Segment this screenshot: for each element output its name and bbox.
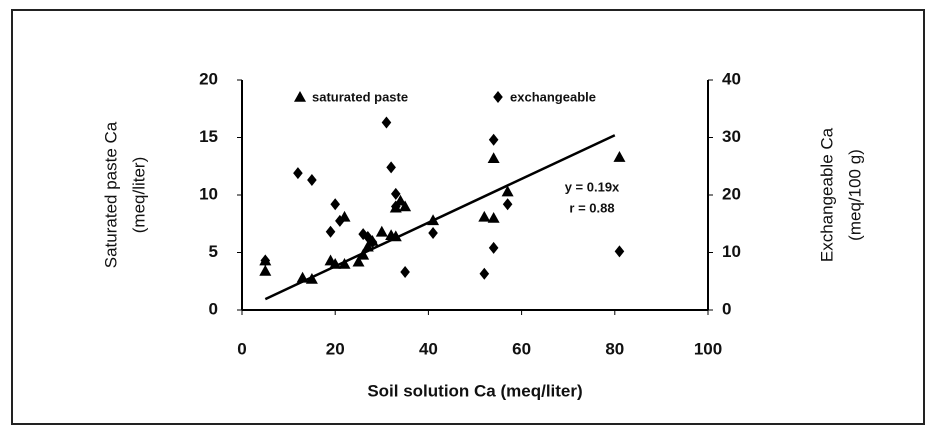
y-tick-label: 5 [209, 242, 218, 261]
diamond-marker [502, 198, 513, 211]
x-tick-label: 60 [512, 339, 531, 358]
x-tick-label: 80 [605, 339, 624, 358]
legend-label: exchangeable [510, 89, 596, 104]
x-tick-label: 40 [419, 339, 438, 358]
triangle-marker [352, 255, 365, 267]
diamond-marker [428, 226, 438, 239]
legend-marker [493, 91, 503, 103]
annotation: r = 0.88 [569, 200, 614, 215]
y2-label: (meq/100 g) [845, 149, 864, 241]
triangle-marker [501, 185, 514, 197]
y2-tick-label: 0 [722, 299, 731, 318]
triangle-marker [259, 264, 272, 276]
diamond-marker [367, 236, 378, 249]
diamond-marker [390, 187, 401, 200]
y2-label: Exchangeable Ca [817, 127, 836, 262]
diamond-marker [488, 241, 499, 254]
triangle-marker [338, 258, 351, 269]
triangle-marker [427, 214, 440, 226]
diamond-marker [335, 214, 345, 227]
triangle-marker [487, 212, 500, 223]
diamond-marker [307, 174, 317, 187]
triangle-marker [375, 225, 388, 237]
y2-tick-label: 40 [722, 69, 741, 88]
y2-tick-label: 10 [722, 242, 741, 261]
y2-tick-label: 20 [722, 184, 741, 203]
triangle-marker [478, 210, 491, 222]
legend-marker [294, 91, 306, 102]
trendline [264, 134, 616, 301]
triangle-marker [361, 240, 374, 252]
diamond-marker [260, 254, 271, 267]
diamond-marker [330, 198, 340, 211]
legend-label: saturated paste [312, 89, 408, 104]
x-tick-label: 100 [694, 339, 722, 358]
diamond-marker [293, 167, 303, 180]
diamond-marker [614, 245, 625, 258]
triangle-marker [329, 258, 342, 269]
diamond-marker [390, 200, 401, 213]
y-tick-label: 10 [199, 184, 218, 203]
diamond-marker [488, 133, 499, 146]
triangle-marker [357, 248, 370, 260]
diamond-marker [479, 267, 490, 280]
y-tick-label: 20 [199, 69, 218, 88]
y-tick-label: 0 [209, 299, 218, 318]
triangle-marker [399, 200, 412, 212]
x-label: Soil solution Ca (meq/liter) [367, 381, 582, 400]
y-label: (meq/liter) [129, 157, 148, 234]
frame [11, 9, 925, 425]
diamond-marker [400, 266, 410, 279]
triangle-marker [305, 272, 318, 284]
diamond-marker [381, 116, 392, 129]
triangle-marker [613, 151, 626, 162]
triangle-marker [296, 271, 309, 283]
y-label: Saturated paste Ca [101, 121, 120, 268]
triangle-marker [389, 230, 402, 242]
annotation: y = 0.19x [565, 179, 620, 194]
triangle-marker [487, 152, 500, 163]
diamond-marker [325, 225, 336, 238]
y2-tick-label: 30 [722, 127, 741, 146]
x-tick-label: 0 [237, 339, 246, 358]
y-tick-label: 15 [199, 127, 218, 146]
diamond-marker [386, 161, 396, 174]
x-tick-label: 20 [326, 339, 345, 358]
